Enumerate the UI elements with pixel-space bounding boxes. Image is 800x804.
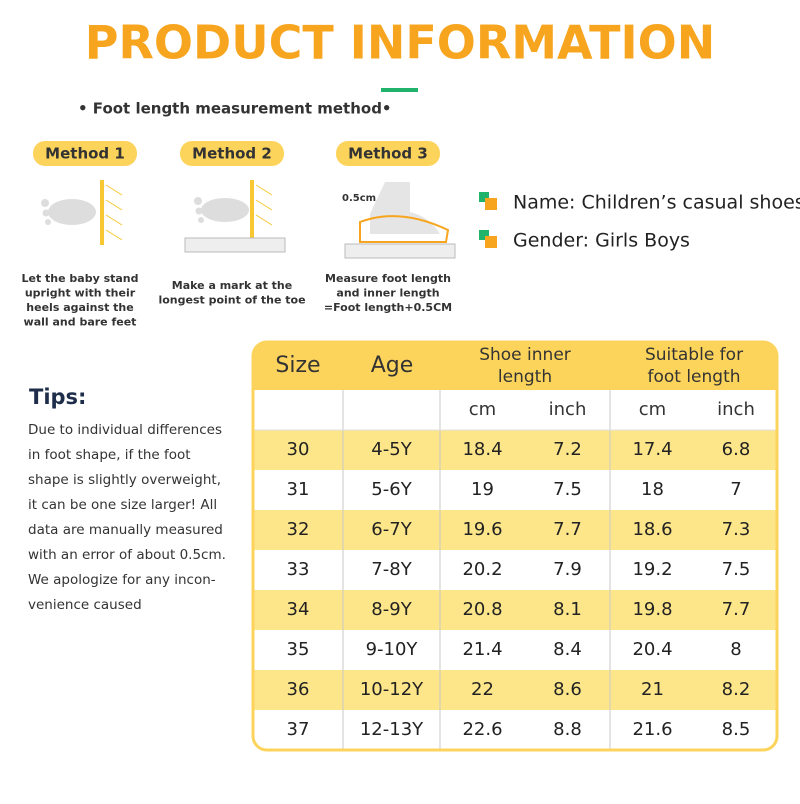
table-cell: 36: [287, 679, 310, 700]
table-cell: 21.4: [462, 639, 502, 660]
table-subheader: cm: [469, 399, 496, 420]
table-subheader: cm: [639, 399, 666, 420]
table-cell: 12-13Y: [360, 719, 424, 740]
method-caption: wall and bare feet: [24, 316, 137, 329]
table-cell: 20.8: [462, 599, 502, 620]
subtitle: • Foot length measurement method•: [78, 100, 392, 118]
table-cell: 18: [641, 479, 664, 500]
method-pill: [180, 141, 284, 166]
table-cell: 19.2: [632, 559, 672, 580]
table-cell: 10-12Y: [360, 679, 424, 700]
table-cell: 8.5: [722, 719, 751, 740]
divider: [381, 88, 418, 92]
spec: Name: Children’s casual shoes: [513, 192, 800, 214]
table-header: Shoe inner: [479, 345, 571, 365]
table-cell: 7.3: [722, 519, 751, 540]
table-cell: 8-9Y: [371, 599, 412, 620]
method-label: Method 3: [348, 145, 428, 163]
table-subheader: inch: [717, 399, 755, 420]
method-note: 0.5cm: [342, 193, 376, 204]
table-cell: 17.4: [632, 439, 672, 460]
table-header: length: [498, 367, 552, 387]
table-header-bg: [253, 342, 777, 390]
table-cell: 18.4: [462, 439, 502, 460]
method-caption: Let the baby stand: [21, 272, 138, 285]
tips-line: data are manually measured: [28, 522, 223, 538]
method-caption: Measure foot length: [325, 272, 451, 285]
table-cell: 6.8: [722, 439, 751, 460]
table-cell: 21: [641, 679, 664, 700]
method-pill: [336, 141, 440, 166]
tips-line: venience caused: [28, 597, 142, 613]
spec: Gender: Girls Boys: [513, 230, 690, 252]
table-cell: 18.6: [632, 519, 672, 540]
title: PRODUCT INFORMATION: [85, 16, 715, 70]
table-cell: 7: [730, 479, 741, 500]
table-cell: 7.5: [553, 479, 582, 500]
table-cell: 19.8: [632, 599, 672, 620]
table-cell: 9-10Y: [366, 639, 419, 660]
table-cell: 33: [287, 559, 310, 580]
table-header: Suitable for: [645, 345, 743, 365]
table-cell: 8.1: [553, 599, 582, 620]
row-bg: [253, 510, 777, 550]
table-cell: 8.6: [553, 679, 582, 700]
table-cell: 22: [471, 679, 494, 700]
table-cell: 32: [287, 519, 310, 540]
table-cell: 20.4: [632, 639, 672, 660]
method-caption: =Foot length+0.5CM: [324, 301, 452, 314]
table-cell: 7.7: [553, 519, 582, 540]
method-caption: Make a mark at the: [172, 279, 292, 292]
tips-title: Tips:: [29, 385, 86, 409]
table-cell: 20.2: [462, 559, 502, 580]
table-cell: 19: [471, 479, 494, 500]
method-caption: longest point of the toe: [158, 294, 305, 307]
method-label: Method 2: [192, 145, 272, 163]
table-cell: 8.2: [722, 679, 751, 700]
illustration: [41, 180, 456, 259]
row-bg: [253, 430, 777, 470]
tips-line: Due to individual differences: [28, 422, 222, 438]
table-cell: 5-6Y: [371, 479, 412, 500]
table-cell: 7.5: [722, 559, 751, 580]
tips-line: in foot shape, if the foot: [28, 447, 191, 463]
method-caption: heels against the: [26, 301, 133, 314]
table-cell: 8: [730, 639, 741, 660]
row-bg: [253, 590, 777, 630]
table-cell: 21.6: [632, 719, 672, 740]
row-bg: [253, 670, 777, 710]
table-cell: 7.9: [553, 559, 582, 580]
table-cell: 30: [287, 439, 310, 460]
tips-line: shape is slightly overweight,: [28, 472, 221, 488]
table-cell: 4-5Y: [371, 439, 412, 460]
tips-line: it can be one size larger! All: [28, 497, 217, 513]
table-cell: 7.7: [722, 599, 751, 620]
table-cell: 8.8: [553, 719, 582, 740]
table-cell: 6-7Y: [371, 519, 412, 540]
table-cell: 37: [287, 719, 310, 740]
method-pill: [33, 141, 137, 166]
table-cell: 19.6: [462, 519, 502, 540]
table-subheader: inch: [549, 399, 587, 420]
table-cell: 8.4: [553, 639, 582, 660]
table-cell: 31: [287, 479, 310, 500]
table-header: foot length: [647, 367, 740, 387]
table-border: [251, 340, 779, 752]
method-label: Method 1: [45, 145, 125, 163]
table-cell: 7-8Y: [371, 559, 412, 580]
tips-line: We apologize for any incon-: [28, 572, 216, 588]
table-header: Size: [275, 353, 320, 378]
method-caption: upright with their: [25, 287, 136, 300]
tips-line: with an error of about 0.5cm.: [28, 547, 226, 563]
table-cell: 35: [287, 639, 310, 660]
table-cell: 34: [287, 599, 310, 620]
table-header: Age: [371, 353, 414, 378]
table-cell: 7.2: [553, 439, 582, 460]
method-caption: and inner length: [336, 287, 439, 300]
table-cell: 22.6: [462, 719, 502, 740]
